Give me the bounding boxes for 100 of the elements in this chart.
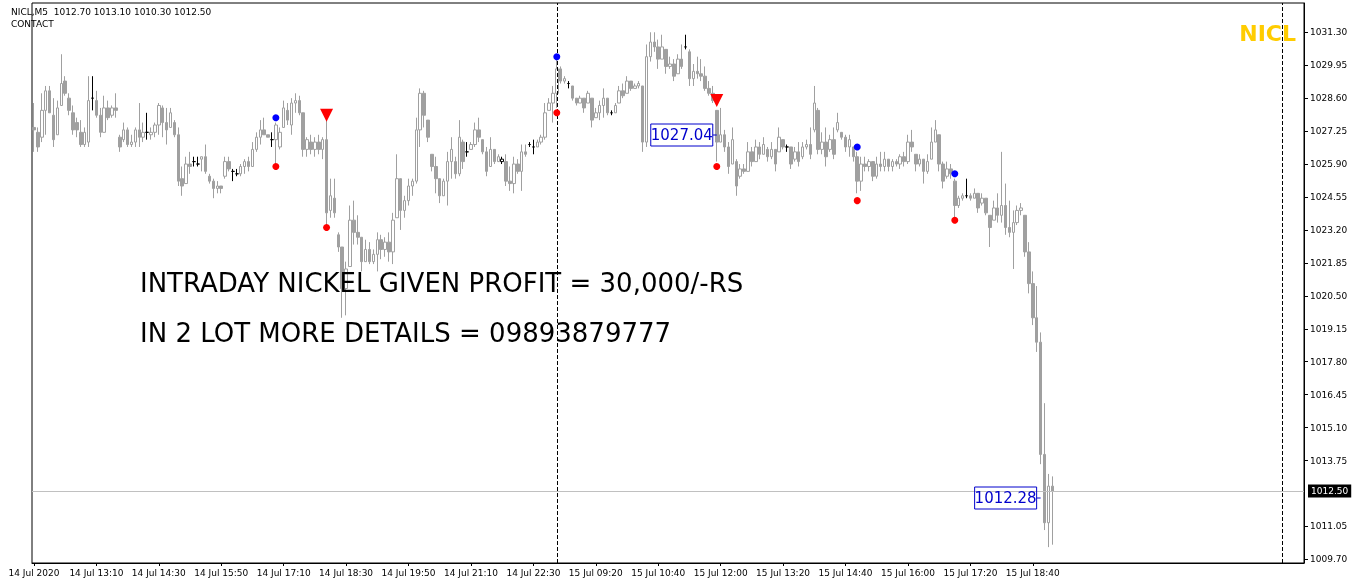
candlestick [60, 53, 63, 106]
point [853, 197, 861, 205]
candlestick [836, 112, 839, 133]
point [272, 162, 280, 170]
candlestick [895, 158, 898, 167]
candlestick [239, 163, 242, 177]
y-tick-label: 1027.25 [1310, 126, 1348, 137]
point [553, 53, 561, 61]
candlestick [91, 75, 94, 111]
candlestick [500, 156, 504, 165]
candlestick [984, 197, 988, 216]
ref-line-label: 1012.50 [1311, 486, 1349, 497]
candlestick [688, 48, 691, 87]
y-tick-label: 1019.15 [1310, 323, 1348, 334]
point [710, 94, 724, 108]
candlestick [875, 156, 878, 180]
candlestick [625, 75, 629, 94]
candlestick [969, 192, 972, 202]
x-tick-label: 14 Jul 19:50 [381, 567, 436, 578]
candlestick [368, 241, 371, 265]
candlestick [282, 100, 285, 128]
y-tick-label: 1015.10 [1310, 422, 1348, 433]
x-tick-label: 14 Jul 2020 [8, 567, 60, 578]
y-tick-label: 1013.75 [1310, 455, 1348, 466]
candlestick [391, 212, 395, 265]
candlestick [145, 112, 149, 141]
candlestick [216, 180, 219, 194]
candlestick [684, 34, 687, 50]
candlestick [1051, 475, 1054, 546]
candlestick [520, 144, 523, 192]
candlestick [473, 122, 477, 148]
candlestick [976, 192, 980, 214]
annotation: NICL [1239, 20, 1296, 46]
candlestick [504, 153, 508, 187]
x-tick-label: 14 Jul 17:10 [256, 567, 311, 578]
y-tick-label: 1025.90 [1310, 159, 1348, 170]
candlestick [313, 136, 317, 158]
candlestick [602, 87, 605, 119]
candlestick [149, 126, 153, 141]
candlestick [138, 102, 141, 148]
x-tick-label: 15 Jul 12:00 [693, 567, 748, 578]
candlestick [824, 126, 828, 167]
text: CONTACT [11, 18, 55, 29]
candlestick [497, 153, 500, 163]
y-tick-label: 1011.05 [1310, 521, 1348, 532]
candlestick [157, 102, 161, 136]
y-tick-label: 1017.80 [1310, 356, 1348, 367]
x-tick-label: 14 Jul 22:30 [506, 567, 561, 578]
candlestick [571, 85, 574, 102]
candlestick [426, 119, 430, 143]
candlestick [965, 178, 968, 199]
y-tick-label: 1024.55 [1310, 191, 1348, 202]
candlestick [746, 141, 750, 172]
point [553, 109, 561, 117]
x-tick-label: 15 Jul 17:20 [943, 567, 998, 578]
annotation: 1012.28 [974, 489, 1037, 507]
candlestick [204, 144, 207, 175]
x-tick-label: 14 Jul 15:50 [194, 567, 249, 578]
candlestick [243, 158, 246, 175]
candlestick [376, 231, 379, 272]
x-tick-label: 14 Jul 13:10 [69, 567, 124, 578]
point [951, 216, 959, 224]
candlestick [543, 102, 547, 141]
candlestick [633, 83, 637, 89]
candlestick [333, 178, 336, 219]
point [853, 143, 861, 151]
candlestick [465, 141, 469, 158]
x-tick-label: 14 Jul 21:10 [443, 567, 499, 578]
candlestick [52, 97, 55, 148]
candlestick [898, 153, 902, 170]
y-tick-label: 1020.50 [1310, 290, 1348, 301]
y-tick-label: 1023.20 [1310, 224, 1348, 235]
candlestick [914, 153, 918, 172]
y-tick-label: 1031.30 [1310, 27, 1348, 38]
candlestick [87, 75, 90, 148]
candlestick [536, 139, 539, 148]
candlestick [672, 58, 676, 82]
candlestick [680, 43, 683, 70]
candlestick [309, 134, 313, 155]
candlestick [906, 134, 910, 165]
x-tick-label: 15 Jul 14:40 [818, 567, 873, 578]
y-tick-label: 1021.85 [1310, 257, 1348, 268]
x-tick-label: 15 Jul 09:20 [568, 567, 624, 578]
candlestick [891, 158, 894, 172]
candlestick [797, 141, 800, 167]
y-tick-label: 1028.60 [1310, 93, 1348, 104]
candlestick [832, 126, 836, 160]
candlestick [859, 156, 863, 192]
annotation: IN 2 LOT MORE DETAILS = 09893879777 [140, 318, 672, 348]
x-tick-label: 15 Jul 10:40 [631, 567, 686, 578]
candlestick [754, 139, 758, 163]
point [272, 114, 280, 122]
point [323, 223, 331, 231]
point [713, 162, 721, 170]
candlestick [102, 95, 106, 133]
x-tick-label: 14 Jul 14:30 [131, 567, 187, 578]
candlestick [758, 141, 761, 160]
candlestick [223, 156, 227, 180]
candlestick [219, 185, 223, 194]
x-tick-label: 15 Jul 16:00 [880, 567, 936, 578]
